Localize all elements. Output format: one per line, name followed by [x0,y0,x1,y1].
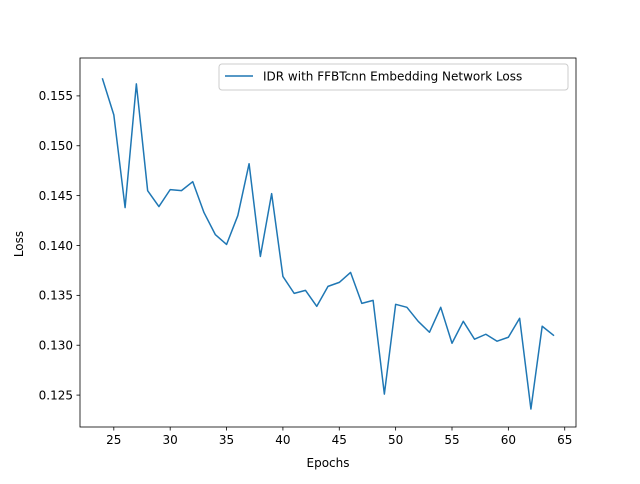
loss-data-point [214,234,216,236]
loss-data-point [350,272,352,274]
loss-data-point [496,340,498,342]
x-axis-label: Epochs [307,456,350,470]
y-axis-label: Loss [12,231,26,257]
loss-data-point [113,114,115,116]
x-tick-label: 45 [332,433,347,447]
loss-data-point [192,181,194,183]
loss-data-point [406,307,408,309]
loss-data-point [361,303,363,305]
axes-frame [79,57,577,428]
y-tick-label: 0.130 [39,339,73,353]
loss-data-point [169,189,171,191]
loss-data-point [102,78,104,80]
loss-data-point [519,317,521,319]
x-tick-label: 65 [557,433,572,447]
loss-data-point [474,338,476,340]
loss-data-point [530,408,532,410]
x-tick-label: 30 [163,433,178,447]
x-tick-label: 60 [501,433,516,447]
loss-data-point [248,163,250,165]
x-tick-label: 25 [106,433,121,447]
x-tick-label: 50 [388,433,403,447]
legend: IDR with FFBTcnn Embedding Network Loss [218,63,569,91]
x-tick-label: 40 [275,433,290,447]
loss-data-point [203,212,205,214]
loss-data-point [451,342,453,344]
loss-data-point [271,193,273,195]
loss-data-point [417,320,419,322]
y-tick-label: 0.145 [39,189,73,203]
x-tick-label: 35 [219,433,234,447]
legend-label: IDR with FFBTcnn Embedding Network Loss [263,70,522,84]
loss-series-line [101,77,555,410]
y-tick-label: 0.140 [39,239,73,253]
x-axis-ticks: 25 30 35 40 45 50 55 60 65 [106,427,572,447]
loss-data-point [541,325,543,327]
y-tick-label: 0.125 [39,388,73,402]
loss-data-point [440,307,442,309]
loss-data-point [226,244,228,246]
loss-data-point [327,286,329,288]
loss-data-point [147,190,149,192]
loss-data-point [282,276,284,278]
y-tick-label: 0.150 [39,139,73,153]
x-tick-label: 55 [444,433,459,447]
y-axis-ticks: 0.125 0.130 0.135 0.140 0.145 0.150 0.155 [39,89,80,402]
loss-data-point [260,256,262,258]
loss-data-point [338,282,340,284]
y-tick-label: 0.135 [39,289,73,303]
loss-data-point [181,190,183,192]
loss-data-point [485,333,487,335]
loss-data-point [124,207,126,209]
plot-area [79,57,577,428]
loss-data-point [553,334,555,336]
loss-data-point [372,300,374,302]
loss-data-point [293,293,295,295]
loss-data-point [136,83,138,85]
loss-data-point [316,306,318,308]
loss-data-point [429,331,431,333]
loss-data-point [395,304,397,306]
loss-data-point [462,320,464,322]
loss-data-point [305,290,307,292]
legend-box [218,63,569,91]
loss-data-point [158,206,160,208]
loss-data-point [384,393,386,395]
loss-data-point [508,336,510,338]
y-tick-label: 0.155 [39,89,73,103]
loss-data-point [237,215,239,217]
